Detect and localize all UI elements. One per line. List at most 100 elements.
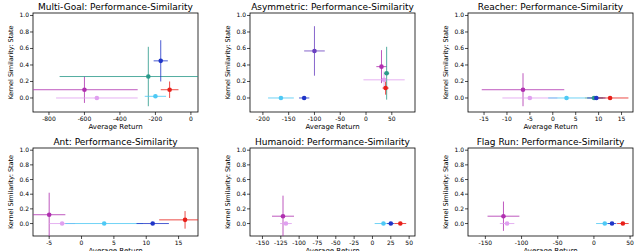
y-tick-label: 0.2	[236, 77, 246, 84]
y-tick	[247, 48, 250, 49]
figure: Multi-Goal: Performance-Similarity Averag…	[0, 0, 640, 251]
y-label: Kernel Similarity: State	[224, 25, 232, 99]
point	[398, 221, 403, 226]
y-tick-label: 0.6	[19, 44, 29, 51]
y-tick-label: 0.0	[236, 220, 246, 227]
x-tick-label: -100	[292, 239, 306, 246]
panel: Reacher: Performance-SimilarityAverage R…	[442, 2, 633, 131]
x-tick-label: -200	[149, 115, 163, 122]
y-tick-label: 0.8	[19, 28, 29, 35]
point	[281, 214, 286, 219]
point	[60, 221, 65, 226]
y-tick	[465, 194, 468, 195]
data	[33, 40, 198, 106]
x-tick-label: 50	[405, 239, 413, 246]
title: Humanoid: Performance-Similarity	[255, 137, 411, 147]
x-tick-label: -25	[349, 239, 359, 246]
point	[528, 96, 533, 101]
x-tick-label: -100	[515, 239, 529, 246]
x-tick-label: 50	[626, 239, 634, 246]
x-tick-label: -75	[313, 239, 323, 246]
panel: Asymmetric: Performance-SimilarityAverag…	[224, 2, 415, 131]
x-tick-label: 15	[618, 115, 626, 122]
y-tick-label: 0.0	[19, 94, 29, 101]
y-tick-label: 0.8	[19, 161, 29, 168]
plot-frame	[468, 13, 633, 112]
y-tick	[30, 64, 33, 65]
x-tick-label: 10	[142, 239, 150, 246]
y-tick	[247, 31, 250, 32]
y-tick	[465, 81, 468, 82]
data	[482, 73, 629, 106]
point	[312, 49, 317, 54]
point	[610, 221, 615, 226]
x-tick-label: 5	[112, 239, 116, 246]
y-tick	[465, 223, 468, 224]
y-tick	[30, 97, 33, 98]
y-tick	[30, 194, 33, 195]
x-error-bar	[60, 76, 198, 77]
point	[47, 212, 52, 217]
y-tick-label: 0.6	[236, 176, 246, 183]
panel: Multi-Goal: Performance-SimilarityAverag…	[7, 2, 237, 131]
y-tick-label: 1.0	[236, 11, 246, 18]
y-tick-label: 0.2	[19, 77, 29, 84]
title: Asymmetric: Performance-Similarity	[251, 2, 414, 12]
y-tick	[30, 150, 33, 151]
x-tick-label: 0	[551, 115, 555, 122]
point	[379, 64, 384, 69]
point	[381, 221, 386, 226]
data	[268, 26, 405, 100]
point	[594, 96, 599, 101]
x-tick-label: -150	[282, 115, 296, 122]
y-tick	[30, 81, 33, 82]
point	[302, 96, 307, 101]
y-tick	[30, 208, 33, 209]
y-tick	[30, 15, 33, 16]
y-tick	[247, 150, 250, 151]
x-tick-label: -600	[78, 115, 92, 122]
point	[382, 78, 387, 83]
title: Multi-Goal: Performance-Similarity	[38, 2, 193, 12]
panel: Ant: Performance-SimilarityAverage Retur…	[7, 137, 211, 251]
x-tick-label: 0	[80, 239, 84, 246]
y-tick	[247, 208, 250, 209]
y-tick-label: 1.0	[454, 146, 464, 153]
y-tick	[465, 31, 468, 32]
x-label: Average Return	[305, 247, 359, 251]
y-tick	[465, 48, 468, 49]
point	[383, 86, 388, 91]
y-label: Kernel Similarity: State	[442, 25, 450, 99]
point	[153, 94, 158, 99]
y-tick	[465, 15, 468, 16]
point	[564, 96, 569, 101]
title: Ant: Performance-Similarity	[53, 137, 178, 147]
y-tick	[247, 81, 250, 82]
x-error-bar	[159, 219, 198, 220]
x-label: Average Return	[523, 247, 577, 251]
point	[146, 74, 151, 79]
y-tick-label: 0.2	[454, 77, 464, 84]
x-tick-label: -100	[308, 115, 322, 122]
x-tick-label: 5	[574, 115, 578, 122]
y-tick	[247, 64, 250, 65]
plot-frame	[250, 13, 415, 112]
y-tick-label: 0.4	[454, 190, 464, 197]
x-tick-label: -150	[479, 239, 493, 246]
y-tick-label: 0.4	[236, 61, 246, 68]
x-tick-label: 0	[189, 115, 193, 122]
point	[284, 221, 289, 226]
point	[505, 221, 510, 226]
y-label: Kernel Similarity: State	[7, 155, 15, 229]
point	[608, 96, 613, 101]
y-tick-label: 0.8	[236, 28, 246, 35]
x-tick-label: -150	[256, 239, 270, 246]
x-tick-label: 15	[175, 239, 183, 246]
y-tick	[465, 150, 468, 151]
y-tick	[247, 97, 250, 98]
y-tick-label: 0.0	[236, 94, 246, 101]
title: Flag Run: Performance-Similarity	[477, 137, 625, 147]
y-tick	[465, 97, 468, 98]
y-tick	[30, 31, 33, 32]
y-tick	[465, 64, 468, 65]
